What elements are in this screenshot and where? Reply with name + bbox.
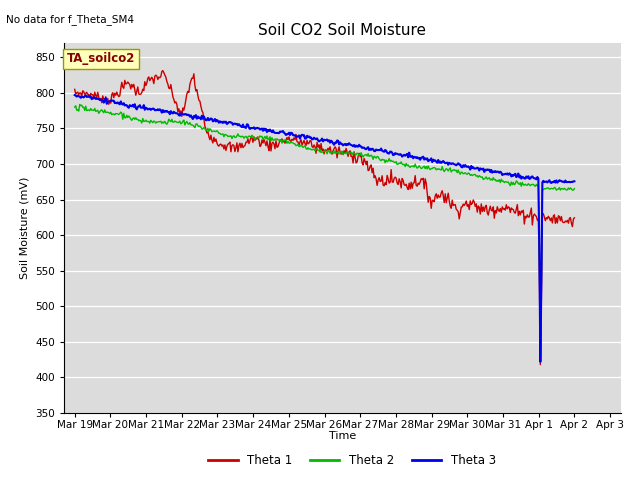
Theta 3 — [308, 136, 316, 142]
Theta 2 — [561, 185, 568, 191]
X-axis label: Time: Time — [329, 431, 356, 441]
Theta 2 — [309, 146, 317, 152]
Line: Theta 2: Theta 2 — [75, 105, 574, 356]
Theta 3 — [570, 179, 578, 184]
Theta 2 — [76, 102, 84, 108]
Theta 3 — [71, 92, 79, 98]
Theta 1 — [369, 165, 377, 171]
Theta 1 — [159, 68, 166, 73]
Theta 3 — [559, 179, 567, 184]
Legend: Theta 1, Theta 2, Theta 3: Theta 1, Theta 2, Theta 3 — [204, 449, 500, 472]
Theta 2 — [312, 146, 320, 152]
Line: Theta 3: Theta 3 — [75, 95, 574, 362]
Title: Soil CO2 Soil Moisture: Soil CO2 Soil Moisture — [259, 23, 426, 38]
Theta 2 — [342, 151, 350, 156]
Theta 2 — [570, 186, 578, 192]
Theta 1 — [561, 219, 568, 225]
Theta 1 — [309, 144, 317, 150]
Theta 2 — [369, 156, 377, 162]
Theta 2 — [71, 104, 79, 110]
Theta 3 — [481, 169, 488, 175]
Theta 3 — [311, 136, 319, 142]
Theta 2 — [481, 175, 489, 181]
Line: Theta 1: Theta 1 — [75, 71, 574, 365]
Theta 1 — [570, 215, 578, 221]
Theta 1 — [312, 150, 320, 156]
Theta 1 — [71, 86, 79, 92]
Theta 3 — [368, 146, 376, 152]
Theta 3 — [536, 359, 544, 365]
Text: TA_soilco2: TA_soilco2 — [67, 52, 135, 65]
Theta 3 — [341, 141, 349, 147]
Y-axis label: Soil Moisture (mV): Soil Moisture (mV) — [20, 177, 29, 279]
Theta 1 — [536, 362, 544, 368]
Text: No data for f_Theta_SM4: No data for f_Theta_SM4 — [6, 14, 134, 25]
Theta 1 — [342, 145, 350, 151]
Theta 2 — [536, 353, 544, 359]
Theta 1 — [481, 204, 489, 210]
